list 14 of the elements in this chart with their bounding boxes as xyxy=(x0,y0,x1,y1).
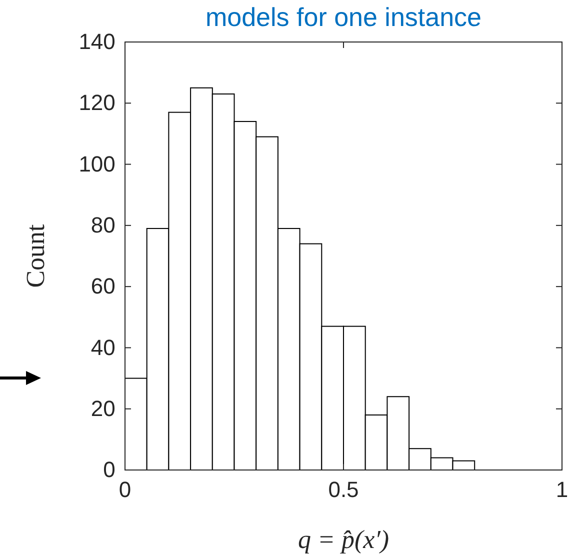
chart-title: models for one instance xyxy=(205,2,482,32)
y-tick-label: 140 xyxy=(78,29,116,54)
y-tick-label: 20 xyxy=(90,396,116,421)
y-tick-label: 80 xyxy=(90,212,116,238)
x-tick-label: 1 xyxy=(556,477,568,502)
y-tick-label: 120 xyxy=(78,90,116,116)
y-tick-label: 0 xyxy=(103,457,116,482)
y-tick-label: 40 xyxy=(90,334,116,360)
y-tick-label: 60 xyxy=(90,274,116,299)
x-tick-label: 0.5 xyxy=(328,477,359,502)
y-tick-label: 100 xyxy=(78,151,116,176)
x-axis-title: q = p̂(x′) xyxy=(298,525,390,554)
x-tick-label: 0 xyxy=(118,477,132,502)
y-axis-title: Count xyxy=(21,223,50,288)
